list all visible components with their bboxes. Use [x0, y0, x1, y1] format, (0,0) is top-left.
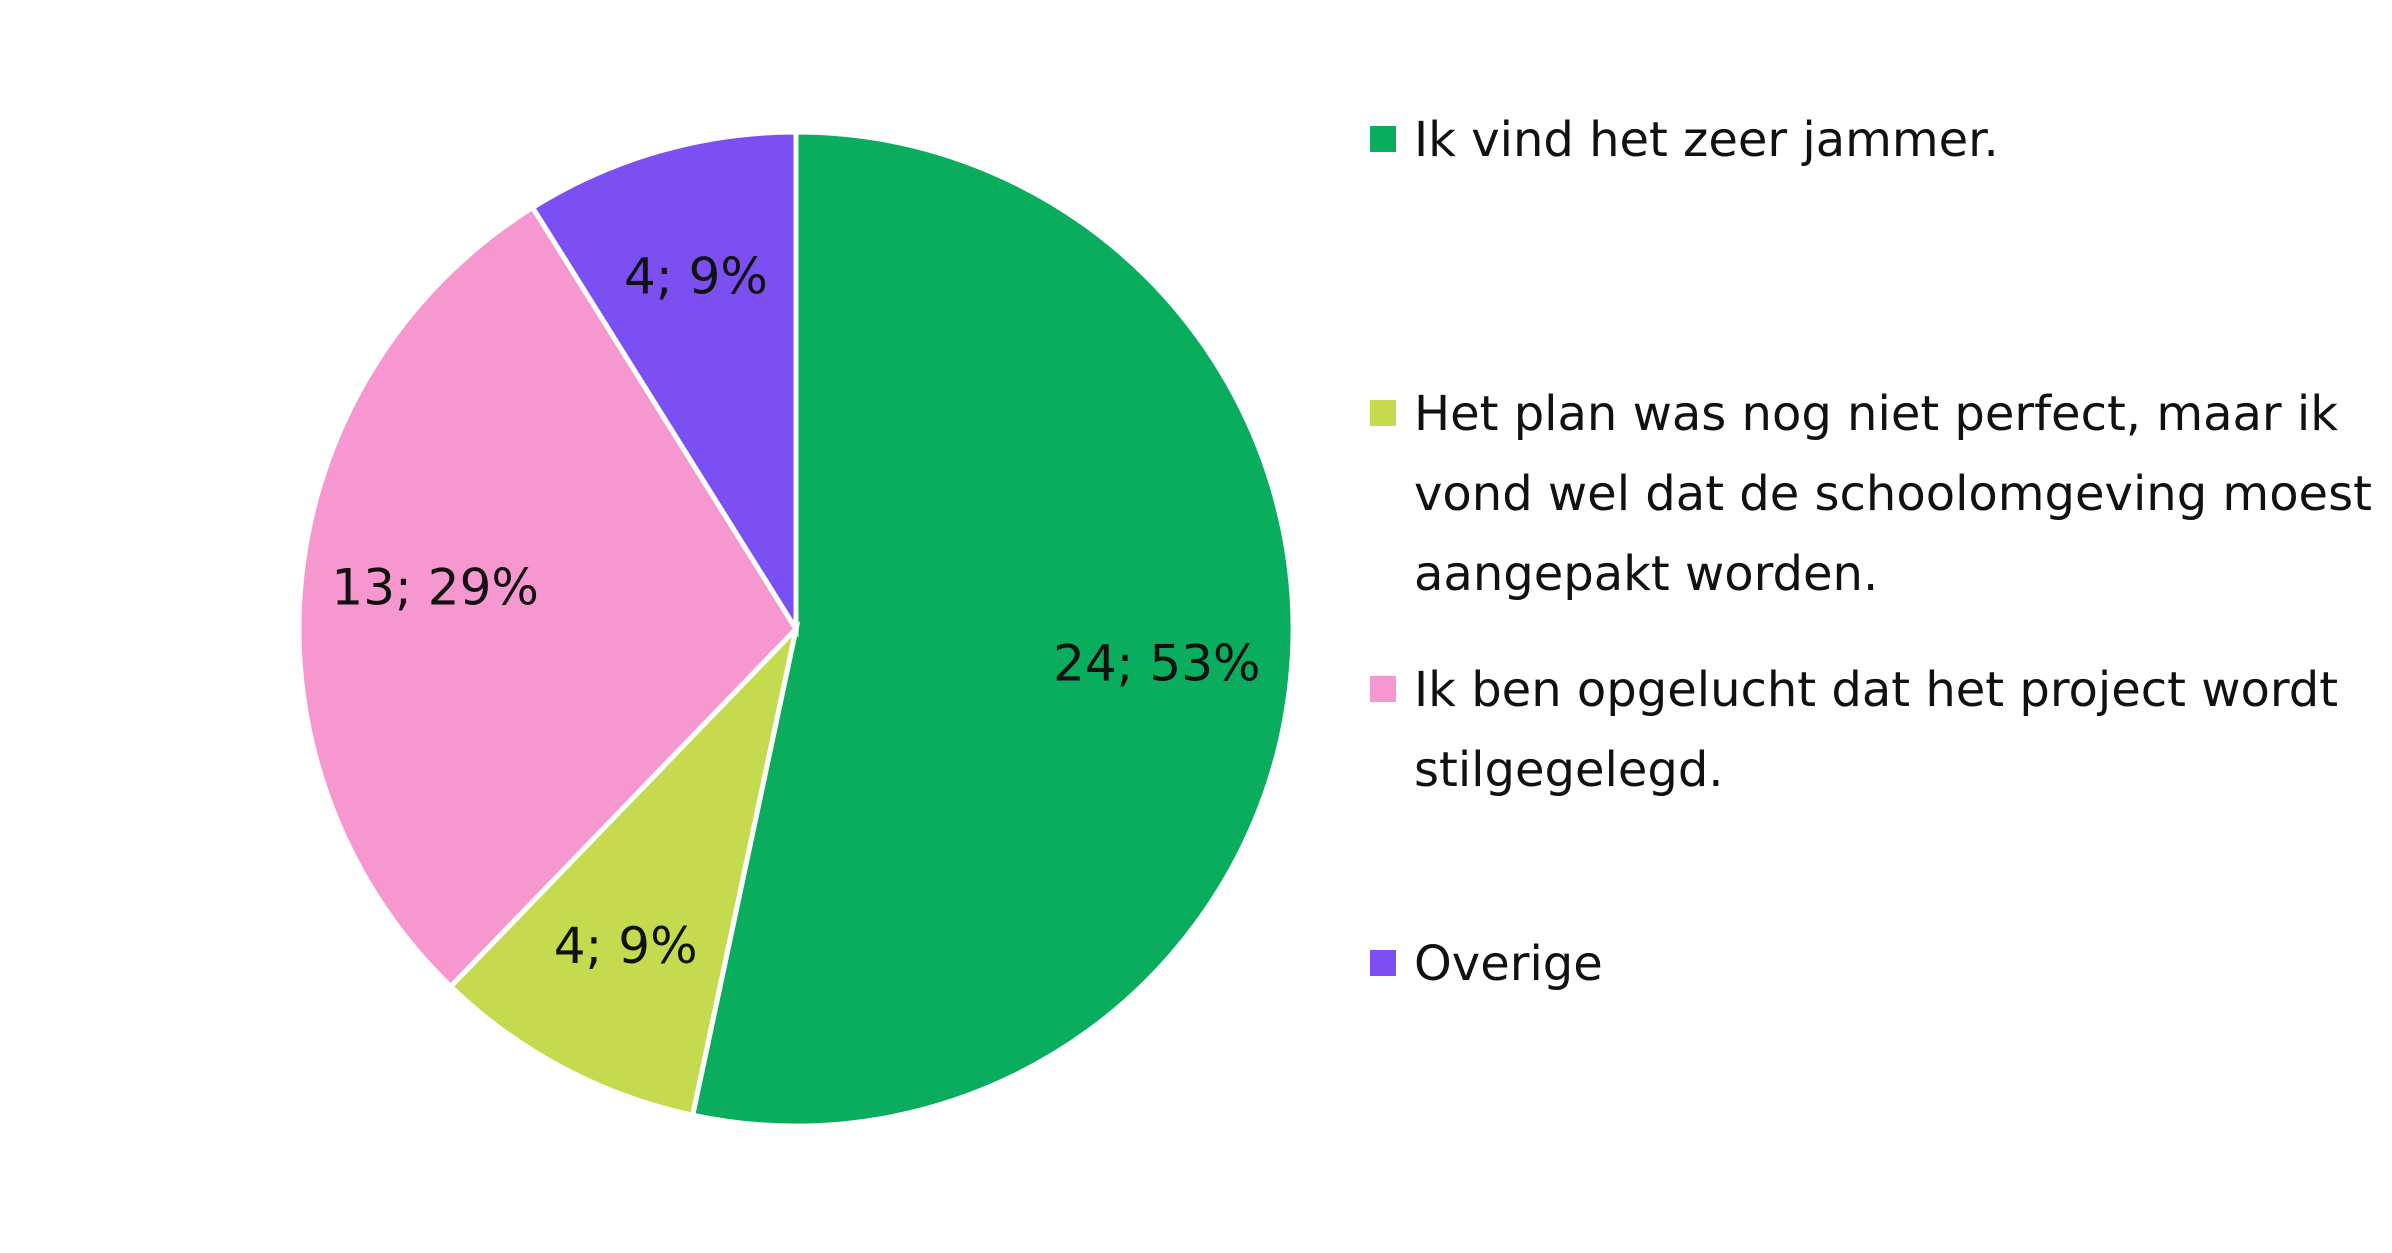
data-label: 4; 9%	[554, 917, 698, 975]
data-label: 24; 53%	[1053, 634, 1261, 692]
legend-item: Overige	[1370, 924, 2380, 1004]
legend-item: Ik ben opgelucht dat het project wordt s…	[1370, 650, 2380, 810]
legend-swatch	[1370, 126, 1396, 152]
legend-label: Overige	[1414, 936, 1603, 992]
pie-slice	[296, 204, 800, 991]
legend-item: Ik vind het zeer jammer.	[1370, 100, 2380, 180]
data-label: 4; 9%	[624, 248, 768, 306]
legend-swatch	[1370, 950, 1396, 976]
pie-slice	[689, 129, 1296, 1129]
legend-label: Ik vind het zeer jammer.	[1414, 112, 1999, 168]
legend-item: Het plan was nog niet perfect, maar ik v…	[1370, 374, 2380, 614]
legend-swatch	[1370, 676, 1396, 702]
data-label: 13; 29%	[331, 559, 539, 617]
legend-label: Ik ben opgelucht dat het project wordt s…	[1414, 662, 2339, 798]
legend-label: Het plan was nog niet perfect, maar ik v…	[1414, 386, 2372, 602]
pie-slice	[529, 129, 799, 638]
pie-slice	[447, 620, 801, 1119]
legend-swatch	[1370, 400, 1396, 426]
